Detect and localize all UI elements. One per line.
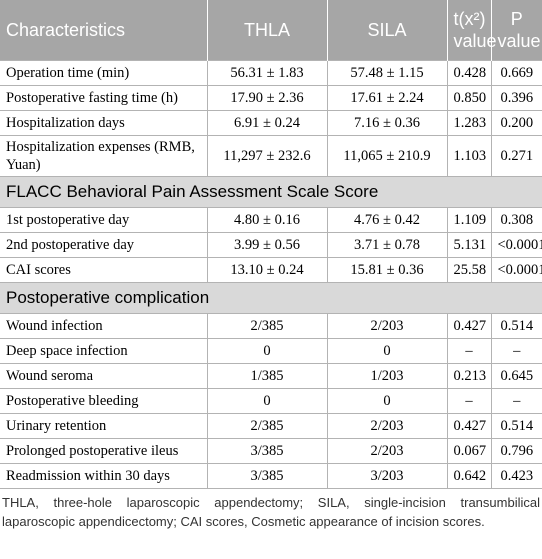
cell: – [490, 338, 542, 364]
cell: 57.48 ± 1.15 [326, 60, 448, 86]
cell: 0.645 [490, 363, 542, 389]
row-label: Hospitalization expenses (RMB, Yuan) [0, 135, 208, 177]
cell: – [490, 388, 542, 414]
cell: 1.103 [446, 135, 492, 177]
cell: 1/203 [326, 363, 448, 389]
cell: 0.669 [490, 60, 542, 86]
cell: 2/385 [206, 313, 328, 339]
cell: 0.308 [490, 207, 542, 233]
cell: 13.10 ± 0.24 [206, 257, 328, 283]
cell: 0.427 [446, 313, 492, 339]
header-cell: SILA [327, 0, 448, 61]
data-row: Postoperative bleeding 0 0– – [0, 388, 542, 414]
cell: 3/203 [326, 463, 448, 489]
row-label: Postoperative bleeding [0, 388, 208, 414]
row-label: Wound infection [0, 313, 208, 339]
section-title: FLACC Behavioral Pain Assessment Scale S… [0, 176, 542, 208]
cell: 0.423 [490, 463, 542, 489]
cell: 15.81 ± 0.36 [326, 257, 448, 283]
cell: 3/385 [206, 438, 328, 464]
row-label: Urinary retention [0, 413, 208, 439]
cell: 2/203 [326, 413, 448, 439]
cell: 3/385 [206, 463, 328, 489]
cell: 5.131 [446, 232, 492, 258]
cell: 0.427 [446, 413, 492, 439]
cell: 6.91 ± 0.24 [206, 110, 328, 136]
cell: 3.99 ± 0.56 [206, 232, 328, 258]
row-label: CAI scores [0, 257, 208, 283]
cell: 7.16 ± 0.36 [326, 110, 448, 136]
header-cell: P value [491, 0, 542, 61]
data-row: 2nd postoperative day 3.99 ± 0.56 3.71 ± 0… [0, 232, 542, 258]
data-row: Prolonged postoperative ileus 3/385 2/203 0… [0, 438, 542, 464]
cell: 0 [326, 338, 448, 364]
data-row: Operation time (min) 56.31 ± 1.83 57.48 ± … [0, 60, 542, 86]
cell: 1/385 [206, 363, 328, 389]
cell: 11,297 ± 232.6 [206, 135, 328, 177]
cell: 3.71 ± 0.78 [326, 232, 448, 258]
row-label: Deep space infection [0, 338, 208, 364]
cell: <0.0001 [490, 232, 542, 258]
data-row: Wound infection 2/385 2/203 0.427 0.514 [0, 313, 542, 339]
cell: 17.61 ± 2.24 [326, 85, 448, 111]
cell: 0 [206, 388, 328, 414]
header-cell: Characteristics [0, 0, 208, 61]
cell: 0.796 [490, 438, 542, 464]
data-row: Postoperative fasting time (h) 17.90 ± 2.… [0, 85, 542, 111]
header-cell: t(x²) value [447, 0, 497, 61]
section-row: Postoperative complication [0, 282, 542, 314]
cell: – [446, 388, 492, 414]
table-body: Operation time (min) 56.31 ± 1.83 57.48 ± … [0, 60, 542, 489]
row-label: 1st postoperative day [0, 207, 208, 233]
header-cell: THLA [207, 0, 328, 61]
cell: 2/203 [326, 313, 448, 339]
cell: 0.271 [490, 135, 542, 177]
row-label: Prolonged postoperative ileus [0, 438, 208, 464]
row-label: Hospitalization days [0, 110, 208, 136]
cell: 0.514 [490, 313, 542, 339]
cell: 2/385 [206, 413, 328, 439]
data-row: Hospitalization days 6.91 ± 0.24 7.16 ± 0.… [0, 110, 542, 136]
cell: 0.213 [446, 363, 492, 389]
data-row: Readmission within 30 days 3/385 3/203 0.64… [0, 463, 542, 489]
cell: 0.200 [490, 110, 542, 136]
row-label: Operation time (min) [0, 60, 208, 86]
header-row: Characteristics THLA SILA t(x²) value P valu… [0, 0, 542, 61]
row-label: Wound seroma [0, 363, 208, 389]
cell: 1.109 [446, 207, 492, 233]
cell: 25.58 [446, 257, 492, 283]
row-label: Readmission within 30 days [0, 463, 208, 489]
footnote: THLA, three-hole laparoscopic appendecto… [2, 495, 540, 529]
cell: 56.31 ± 1.83 [206, 60, 328, 86]
cell: 0 [206, 338, 328, 364]
cell: 17.90 ± 2.36 [206, 85, 328, 111]
cell: 0.067 [446, 438, 492, 464]
data-row: Hospitalization expenses (RMB, Yuan) 11,2… [0, 135, 542, 177]
cell: 2/203 [326, 438, 448, 464]
cell: 0.850 [446, 85, 492, 111]
cell: – [446, 338, 492, 364]
section-row: FLACC Behavioral Pain Assessment Scale S… [0, 176, 542, 208]
cell: <0.0001 [490, 257, 542, 283]
data-table: Characteristics THLA SILA t(x²) value P valu… [0, 0, 542, 489]
cell: 1.283 [446, 110, 492, 136]
cell: 4.76 ± 0.42 [326, 207, 448, 233]
data-row: Deep space infection 0 0– – [0, 338, 542, 364]
cell: 0.514 [490, 413, 542, 439]
cell: 0.396 [490, 85, 542, 111]
data-row: Wound seroma 1/385 1/203 0.213 0.645 [0, 363, 542, 389]
data-row: Urinary retention 2/385 2/203 0.427 0.514 [0, 413, 542, 439]
data-row: 1st postoperative day 4.80 ± 0.16 4.76 ± 0… [0, 207, 542, 233]
cell: 0.642 [446, 463, 492, 489]
row-label: Postoperative fasting time (h) [0, 85, 208, 111]
section-title: Postoperative complication [0, 282, 542, 314]
row-label: 2nd postoperative day [0, 232, 208, 258]
cell: 11,065 ± 210.9 [326, 135, 448, 177]
cell: 4.80 ± 0.16 [206, 207, 328, 233]
cell: 0 [326, 388, 448, 414]
data-row: CAI scores 13.10 ± 0.24 15.81 ± 0.36 25.58 <… [0, 257, 542, 283]
cell: 0.428 [446, 60, 492, 86]
